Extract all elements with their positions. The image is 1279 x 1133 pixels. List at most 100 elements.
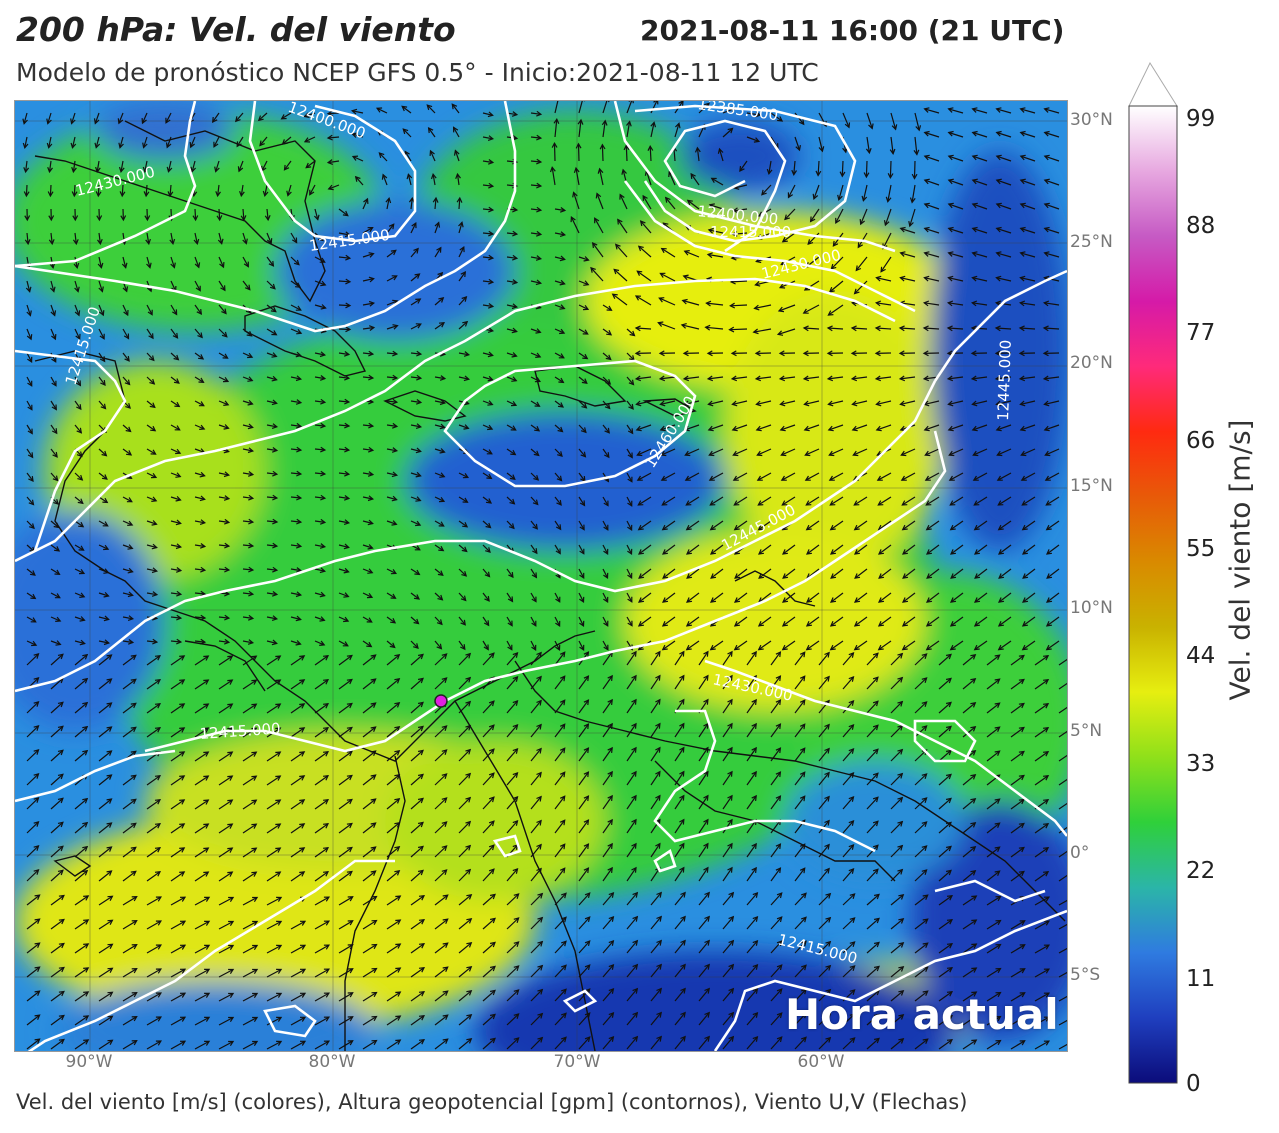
wind-arrow bbox=[761, 184, 772, 196]
wind-arrow-head bbox=[824, 651, 830, 658]
wind-arrow-head bbox=[199, 519, 207, 525]
wind-arrow bbox=[578, 771, 589, 786]
wind-arrow-head bbox=[804, 475, 811, 481]
wind-arrow bbox=[794, 843, 806, 858]
wind-arrow-head bbox=[351, 155, 359, 161]
wind-arrow bbox=[434, 773, 448, 786]
wind-arrow bbox=[948, 302, 964, 306]
wind-arrow bbox=[626, 747, 637, 762]
wind-arrow-head bbox=[145, 238, 151, 246]
wind-arrow-head bbox=[900, 450, 907, 457]
wind-arrow-head bbox=[299, 775, 306, 781]
wind-arrow bbox=[74, 520, 84, 528]
wind-arrow bbox=[948, 203, 964, 210]
wind-arrow bbox=[650, 122, 655, 138]
wind-arrow bbox=[1044, 179, 1060, 186]
wind-arrow-head bbox=[142, 166, 149, 174]
wind-arrow bbox=[146, 496, 157, 502]
wind-arrow-head bbox=[732, 450, 739, 457]
wind-arrow bbox=[770, 747, 781, 762]
wind-arrow bbox=[1034, 1016, 1050, 1026]
wind-arrow-head bbox=[199, 424, 206, 430]
wind-arrow-head bbox=[703, 842, 709, 849]
wind-arrow bbox=[1010, 727, 1025, 738]
wind-arrow-head bbox=[877, 644, 884, 651]
wind-arrow-head bbox=[155, 944, 162, 950]
wind-arrow-head bbox=[176, 614, 183, 621]
wind-arrow bbox=[866, 965, 880, 978]
wind-arrow-head bbox=[462, 497, 469, 503]
wind-arrow bbox=[240, 184, 244, 196]
wind-arrow bbox=[362, 798, 376, 810]
wind-arrow-head bbox=[614, 243, 621, 250]
wind-arrow-head bbox=[776, 1012, 783, 1019]
wind-arrow-head bbox=[627, 476, 633, 483]
wind-arrow bbox=[554, 892, 567, 906]
wind-arrow bbox=[458, 321, 468, 330]
wind-arrow-head bbox=[683, 250, 690, 256]
wind-arrow-head bbox=[832, 240, 839, 247]
wind-arrow-head bbox=[275, 847, 282, 853]
wind-arrow-head bbox=[584, 1036, 591, 1043]
wind-arrow-head bbox=[857, 242, 863, 249]
wind-arrow-head bbox=[662, 573, 669, 579]
wind-arrow-head bbox=[31, 640, 38, 647]
wind-arrow-head bbox=[818, 146, 825, 153]
wind-arrow-head bbox=[897, 748, 904, 755]
wind-arrow-head bbox=[57, 749, 64, 756]
wind-arrow bbox=[650, 964, 662, 978]
wind-arrow bbox=[1045, 472, 1060, 481]
wind-arrow-head bbox=[439, 472, 446, 478]
wind-arrow-head bbox=[295, 305, 302, 311]
wind-arrow-head bbox=[708, 203, 715, 209]
wind-arrow-head bbox=[392, 398, 399, 405]
wind-arrow bbox=[899, 327, 916, 330]
wind-arrow bbox=[530, 1037, 543, 1050]
wind-arrow-head bbox=[680, 915, 686, 922]
wind-arrow bbox=[949, 448, 964, 456]
wind-arrow bbox=[362, 726, 376, 738]
wind-arrow bbox=[242, 640, 253, 644]
wind-arrow-head bbox=[971, 425, 978, 432]
wind-arrow bbox=[314, 727, 329, 738]
wind-arrow-head bbox=[271, 330, 278, 336]
wind-arrow bbox=[806, 520, 820, 531]
wind-arrow-head bbox=[801, 964, 807, 971]
wind-arrow-head bbox=[531, 572, 538, 579]
wind-arrow bbox=[998, 592, 1012, 603]
wind-arrow-head bbox=[82, 821, 89, 828]
wind-arrow bbox=[386, 352, 397, 355]
wind-arrow-head bbox=[752, 1011, 759, 1018]
wind-arrow bbox=[914, 677, 928, 690]
wind-arrow-head bbox=[637, 549, 644, 555]
wind-arrow bbox=[386, 300, 398, 306]
wind-arrow-head bbox=[390, 593, 397, 599]
wind-arrow-head bbox=[262, 190, 269, 198]
wind-arrow-head bbox=[583, 747, 590, 754]
wind-arrow bbox=[482, 112, 493, 116]
wind-arrow-head bbox=[82, 749, 89, 756]
wind-arrow-head bbox=[799, 747, 806, 754]
wind-arrow bbox=[218, 400, 229, 406]
wind-arrow bbox=[72, 160, 76, 172]
wind-arrow-head bbox=[350, 108, 358, 115]
wind-arrow-head bbox=[559, 867, 566, 874]
wind-arrow-head bbox=[855, 265, 862, 272]
wind-arrow bbox=[386, 895, 401, 906]
wind-arrow-head bbox=[824, 795, 830, 802]
wind-arrow-head bbox=[704, 891, 711, 898]
wind-arrow bbox=[998, 568, 1012, 579]
wind-arrow-head bbox=[442, 1014, 449, 1021]
wind-arrow bbox=[887, 184, 892, 202]
wind-arrow-head bbox=[830, 573, 837, 579]
wind-arrow bbox=[74, 424, 82, 434]
wind-arrow-head bbox=[603, 548, 609, 556]
wind-arrow bbox=[314, 256, 325, 263]
wind-arrow-head bbox=[945, 725, 952, 732]
wind-arrow-head bbox=[458, 221, 464, 228]
wind-arrow-head bbox=[247, 614, 255, 621]
wind-arrow-head bbox=[74, 286, 80, 293]
wind-arrow-head bbox=[366, 617, 373, 623]
wind-arrow-head bbox=[370, 654, 377, 660]
wind-arrow-head bbox=[802, 350, 809, 357]
